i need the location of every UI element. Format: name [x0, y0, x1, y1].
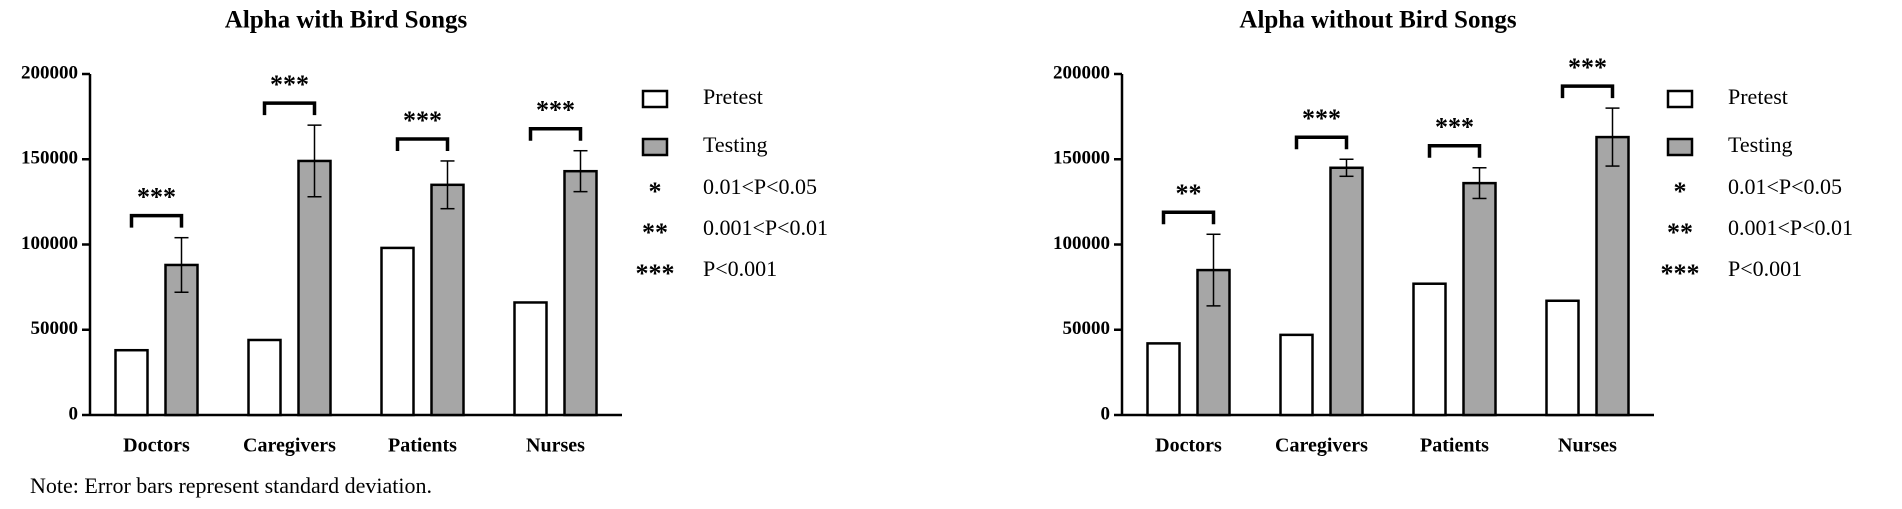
legend-label: Testing	[1728, 132, 1792, 157]
legend-symbol: **	[1667, 218, 1693, 247]
bar	[1545, 299, 1580, 417]
legend-label: Testing	[703, 132, 767, 157]
x-tick-label: Caregivers	[243, 435, 336, 457]
error-bar	[440, 160, 455, 210]
significance-stars: **	[1176, 179, 1202, 208]
legend-swatch	[641, 137, 669, 157]
significance-bracket	[1560, 84, 1615, 99]
y-tick-label: 200000	[21, 62, 78, 83]
y-tick-label: 0	[69, 403, 79, 424]
bar	[1329, 166, 1364, 417]
error-bar	[1472, 167, 1487, 200]
significance-bracket	[129, 213, 184, 228]
y-tick-label: 100000	[1053, 233, 1110, 254]
legend-label: P<0.001	[1728, 256, 1802, 281]
error-bar	[1206, 233, 1221, 307]
x-tick-label: Caregivers	[1275, 435, 1368, 457]
bar	[1595, 135, 1630, 417]
y-tick-label: 200000	[1053, 62, 1110, 83]
y-tick-label: 150000	[21, 148, 78, 169]
significance-bracket	[528, 126, 583, 141]
error-bar	[1339, 158, 1354, 178]
significance-stars: ***	[1302, 104, 1341, 133]
y-tick-label: 50000	[1063, 318, 1111, 339]
legend-label: 0.001<P<0.01	[703, 215, 828, 240]
legend-swatch	[641, 89, 669, 109]
bar	[430, 183, 465, 417]
legend-symbol: **	[642, 218, 668, 247]
bar	[247, 338, 282, 417]
bar	[1462, 181, 1497, 417]
legend-swatch	[1666, 137, 1694, 157]
legend-label: 0.001<P<0.01	[1728, 215, 1853, 240]
bar	[114, 348, 149, 417]
x-tick-label: Patients	[388, 435, 457, 457]
significance-bracket	[262, 101, 317, 116]
legend-label: Pretest	[703, 84, 763, 109]
legend-symbol: *	[649, 177, 662, 206]
legend-symbol: *	[1674, 177, 1687, 206]
bar	[1412, 282, 1447, 417]
chart-title: Alpha with Bird Songs	[225, 7, 468, 34]
error-bar	[573, 149, 588, 193]
legend-label: 0.01<P<0.05	[703, 174, 817, 199]
bar	[297, 159, 332, 417]
significance-stars: ***	[536, 96, 575, 125]
y-tick-label: 50000	[31, 318, 79, 339]
x-tick-label: Patients	[1420, 435, 1489, 457]
bar	[563, 169, 598, 417]
error-bar	[174, 236, 189, 293]
error-bar	[307, 124, 322, 198]
legend-label: 0.01<P<0.05	[1728, 174, 1842, 199]
y-tick-label: 100000	[21, 233, 78, 254]
legend-swatch	[1666, 89, 1694, 109]
significance-stars: ***	[1435, 113, 1474, 142]
legend-symbol: ***	[1661, 259, 1700, 288]
significance-stars: ***	[137, 183, 176, 212]
note: Note: Error bars represent standard devi…	[30, 473, 432, 498]
y-tick-label: 150000	[1053, 148, 1110, 169]
significance-bracket	[395, 137, 450, 151]
x-tick-label: Nurses	[1558, 435, 1617, 457]
x-tick-label: Doctors	[1155, 435, 1222, 457]
significance-stars: ***	[1568, 53, 1607, 82]
bar	[1146, 342, 1181, 417]
legend-symbol: ***	[636, 259, 675, 288]
bar	[513, 301, 548, 417]
legend-label: Pretest	[1728, 84, 1788, 109]
error-bar	[1605, 107, 1620, 167]
bar	[380, 246, 415, 417]
bar	[1279, 333, 1314, 417]
legend-label: P<0.001	[703, 256, 777, 281]
chart-title: Alpha without Bird Songs	[1239, 7, 1516, 34]
significance-bracket	[1294, 135, 1349, 150]
significance-stars: ***	[270, 70, 309, 99]
x-tick-label: Doctors	[123, 435, 190, 457]
significance-bracket	[1161, 210, 1216, 225]
significance-bracket	[1427, 144, 1482, 158]
x-tick-label: Nurses	[526, 435, 585, 457]
y-tick-label: 0	[1101, 403, 1111, 424]
significance-stars: ***	[403, 106, 442, 135]
